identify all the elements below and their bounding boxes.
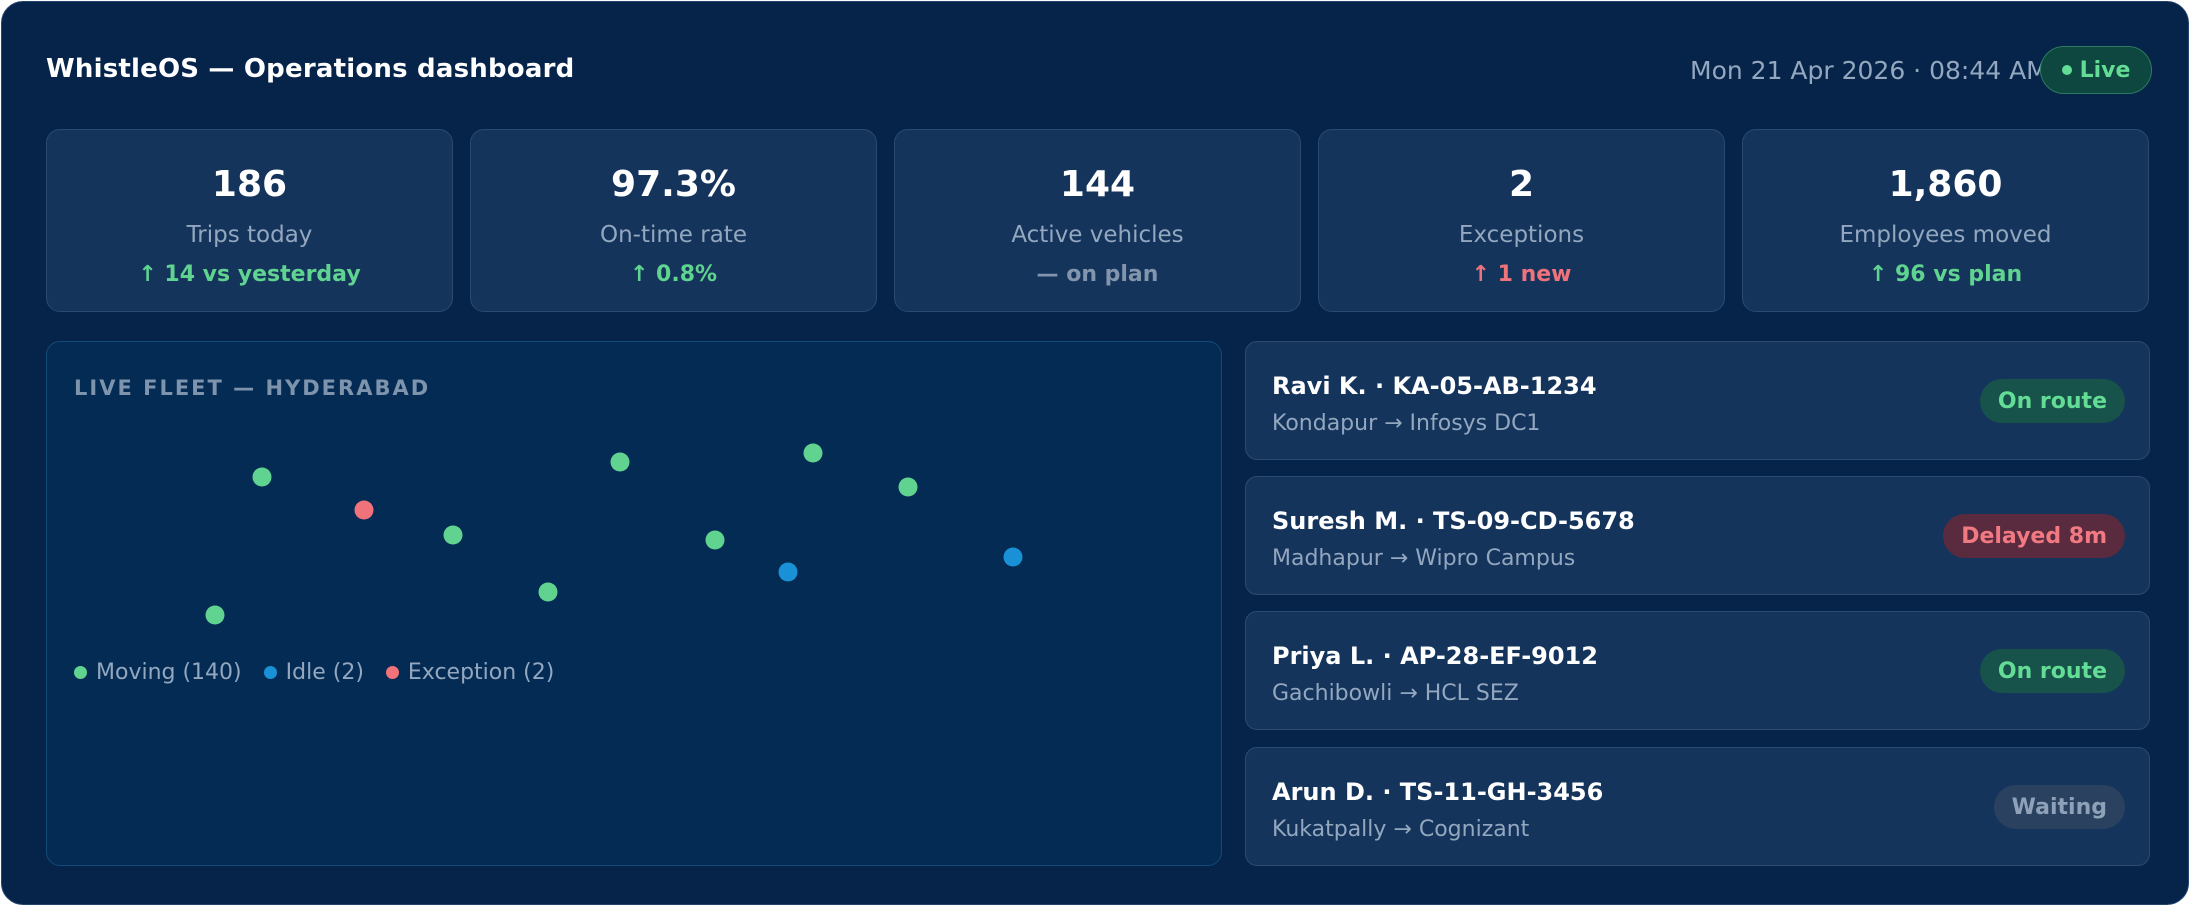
trip-card[interactable]: Suresh M. · TS-09-CD-5678 Madhapur → Wip… — [1245, 476, 2150, 595]
kpi-delta: ↑ 14 vs yesterday — [138, 262, 361, 287]
datetime-readout: Mon 21 Apr 2026 · 08:44 AM — [1690, 56, 2048, 85]
trip-card[interactable]: Ravi K. · KA-05-AB-1234 Kondapur → Infos… — [1245, 341, 2150, 460]
live-label: Live — [2079, 57, 2131, 83]
trip-route: Kondapur → Infosys DC1 — [1272, 411, 1541, 436]
page-title: WhistleOS — Operations dashboard — [46, 54, 575, 84]
live-status-badge[interactable]: Live — [2040, 46, 2152, 94]
kpi-delta: ↑ 0.8% — [629, 262, 718, 287]
legend-item-idle: Idle (2) — [263, 660, 364, 685]
kpi-label: On-time rate — [600, 222, 747, 248]
vehicle-marker-idle[interactable] — [1003, 547, 1023, 567]
kpi-value: 2 — [1508, 164, 1535, 205]
kpi-label: Active vehicles — [1011, 222, 1184, 248]
trip-driver-vehicle: Priya L. · AP-28-EF-9012 — [1272, 642, 1598, 670]
trip-status-badge: On route — [1979, 649, 2125, 693]
idle-dot-icon — [263, 666, 277, 679]
live-dot-icon — [2061, 65, 2072, 75]
legend-item-exception: Exception (2) — [385, 660, 555, 685]
exception-dot-icon — [385, 666, 399, 679]
live-fleet-map[interactable]: LIVE FLEET — HYDERABAD Moving (140) Idle… — [46, 341, 1222, 866]
vehicle-marker-moving[interactable] — [610, 452, 630, 472]
vehicle-marker-moving[interactable] — [443, 525, 463, 545]
vehicle-marker-moving[interactable] — [705, 530, 725, 550]
kpi-value: 1,860 — [1888, 164, 2003, 205]
legend-label: Idle (2) — [285, 660, 364, 685]
kpi-card-employees[interactable]: 1,860 Employees moved ↑ 96 vs plan — [1742, 129, 2149, 312]
kpi-value: 97.3% — [611, 164, 736, 205]
trip-route: Kukatpally → Cognizant — [1272, 817, 1530, 842]
map-title: LIVE FLEET — HYDERABAD — [74, 376, 431, 400]
vehicle-marker-moving[interactable] — [898, 477, 918, 497]
trip-route: Madhapur → Wipro Campus — [1272, 546, 1576, 571]
map-legend: Moving (140) Idle (2) Exception (2) — [74, 660, 554, 685]
vehicle-marker-exception[interactable] — [354, 500, 374, 520]
vehicle-marker-moving[interactable] — [252, 467, 272, 487]
trip-driver-vehicle: Ravi K. · KA-05-AB-1234 — [1272, 372, 1597, 400]
kpi-value: 186 — [211, 164, 288, 205]
trip-driver-vehicle: Suresh M. · TS-09-CD-5678 — [1272, 507, 1635, 535]
vehicle-marker-idle[interactable] — [778, 562, 798, 582]
moving-dot-icon — [74, 666, 87, 679]
kpi-delta: ↑ 1 new — [1471, 262, 1572, 287]
trip-status-badge: Waiting — [1993, 785, 2125, 829]
trip-card[interactable]: Priya L. · AP-28-EF-9012 Gachibowli → HC… — [1245, 611, 2150, 730]
trip-status-badge: Delayed 8m — [1943, 514, 2125, 558]
kpi-card-on-time[interactable]: 97.3% On-time rate ↑ 0.8% — [470, 129, 877, 312]
kpi-card-exceptions[interactable]: 2 Exceptions ↑ 1 new — [1318, 129, 1725, 312]
kpi-label: Employees moved — [1839, 222, 2052, 248]
kpi-card-trips[interactable]: 186 Trips today ↑ 14 vs yesterday — [46, 129, 453, 312]
kpi-card-vehicles[interactable]: 144 Active vehicles — on plan — [894, 129, 1301, 312]
fleet-map-canvas[interactable] — [47, 342, 1223, 867]
trip-card[interactable]: Arun D. · TS-11-GH-3456 Kukatpally → Cog… — [1245, 747, 2150, 866]
kpi-label: Exceptions — [1458, 222, 1585, 248]
trip-driver-vehicle: Arun D. · TS-11-GH-3456 — [1272, 778, 1604, 806]
kpi-value: 144 — [1059, 164, 1136, 205]
kpi-delta: — on plan — [1036, 262, 1159, 287]
vehicle-marker-moving[interactable] — [803, 443, 823, 463]
vehicle-marker-moving[interactable] — [538, 582, 558, 602]
legend-item-moving: Moving (140) — [74, 660, 242, 685]
kpi-label: Trips today — [186, 222, 313, 248]
vehicle-marker-moving[interactable] — [205, 605, 225, 625]
trip-route: Gachibowli → HCL SEZ — [1272, 681, 1519, 706]
legend-label: Moving (140) — [96, 660, 242, 685]
kpi-delta: ↑ 96 vs plan — [1868, 262, 2023, 287]
trip-status-badge: On route — [1979, 379, 2125, 423]
legend-label: Exception (2) — [407, 660, 555, 685]
